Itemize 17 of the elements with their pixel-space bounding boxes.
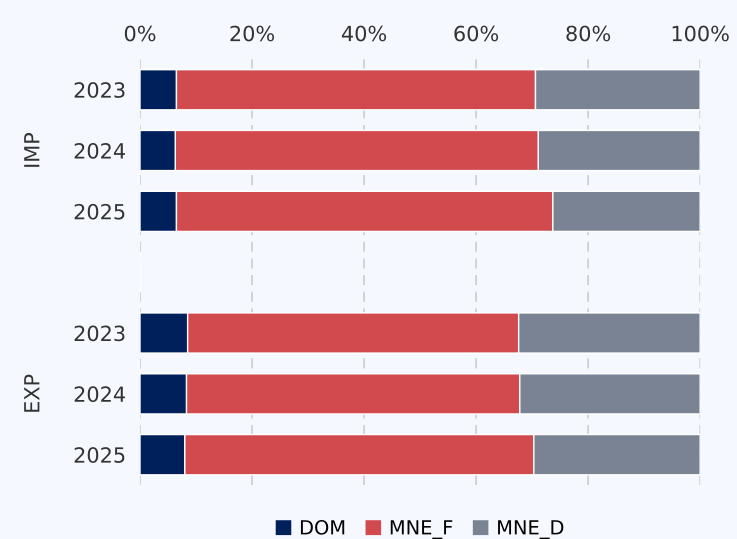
y-tick-label: 2023: [74, 82, 124, 98]
text: EXP: [24, 374, 40, 412]
x-tick-label: 60%: [454, 26, 498, 42]
x-tick-label: 0%: [124, 26, 156, 42]
x-tick-label: 80%: [566, 26, 610, 42]
legend-label: MNE_F: [390, 520, 452, 539]
y-tick-label: 2024: [74, 142, 125, 159]
x-tick-label: 40%: [342, 26, 386, 42]
y-tick-label: 2023: [74, 325, 124, 342]
x-tick-label: 20%: [230, 26, 274, 42]
y-tick-label: 2025: [74, 447, 124, 463]
y-tick-label: 2025: [74, 204, 124, 220]
y-tick-label: 2024: [74, 386, 125, 402]
legend-label: MNE_D: [498, 520, 564, 539]
text: IMP: [24, 132, 40, 167]
legend-label: DOM: [300, 520, 344, 535]
x-tick-label: 100%: [672, 26, 729, 42]
